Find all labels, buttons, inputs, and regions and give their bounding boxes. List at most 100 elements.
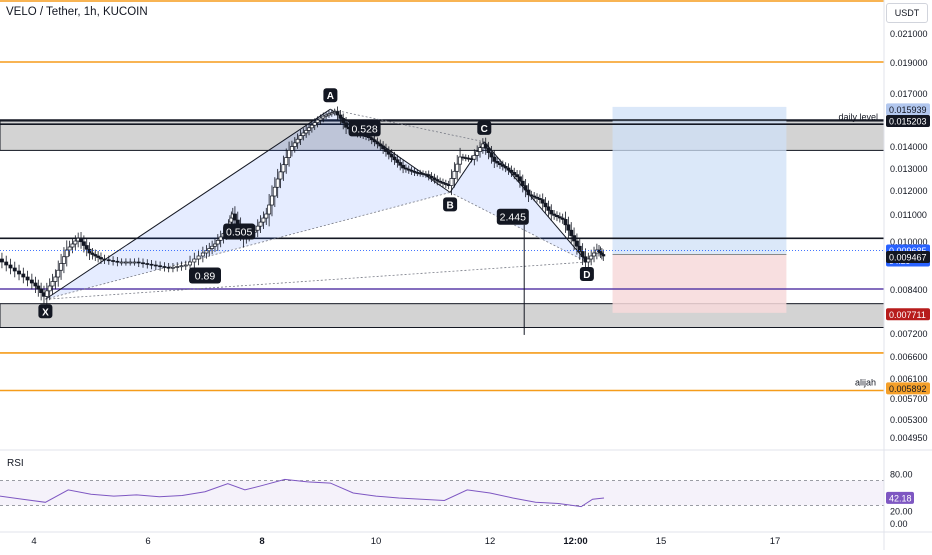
- candle-body: [29, 279, 34, 284]
- price-axis-tick: 0.019000: [890, 58, 928, 68]
- candle-body: [318, 117, 323, 121]
- candle-body: [312, 122, 317, 126]
- candle-body: [443, 183, 448, 185]
- rsi-value-label: 42.18: [889, 493, 912, 503]
- price-axis-badge: [886, 114, 930, 127]
- candle-body: [87, 248, 92, 254]
- candle-body: [389, 153, 394, 158]
- candle-body: [586, 258, 591, 263]
- candle-body: [378, 143, 383, 147]
- pattern-point-badge: [477, 120, 492, 135]
- candle-body: [64, 249, 69, 258]
- pattern-bcd-fill: [450, 141, 587, 262]
- pattern-ratio-badge: [223, 223, 256, 240]
- candle-body: [392, 156, 397, 161]
- candle-body: [289, 146, 294, 151]
- candle-body: [529, 194, 534, 197]
- pattern-ratio-line: [449, 192, 588, 263]
- candle-body: [495, 161, 500, 164]
- rsi-axis-tick: 20.00: [890, 507, 913, 517]
- time-axis-tick: 12: [485, 536, 496, 547]
- candle-body: [175, 266, 180, 268]
- candle-body: [102, 258, 107, 261]
- rsi-value-badge: [886, 491, 914, 504]
- price-axis-tick: 0.017000: [890, 89, 928, 99]
- candle-body: [79, 237, 83, 243]
- candle-body: [210, 245, 215, 249]
- position-loss-zone: [612, 254, 787, 313]
- time-axis-tick: 6: [145, 536, 150, 547]
- price-axis-tick: 0.004950: [890, 433, 928, 443]
- pattern-leg-line: [45, 108, 331, 300]
- candle-body: [281, 164, 286, 173]
- candle-body: [309, 124, 314, 129]
- candle-body: [36, 285, 41, 290]
- candle-body: [429, 175, 434, 179]
- candle-body: [119, 261, 124, 264]
- candle-body: [386, 151, 391, 155]
- candle-body: [409, 169, 414, 172]
- candle-body: [398, 162, 403, 166]
- candle-body: [99, 257, 103, 260]
- pattern-ratio-label: 0.528: [351, 123, 377, 135]
- price-axis-badge-label: 0.015939: [889, 105, 927, 115]
- candle-body: [341, 118, 346, 123]
- price-axis-tick: 0.014000: [890, 142, 928, 152]
- time-axis-tick: 17: [770, 536, 781, 547]
- candle-body: [183, 264, 188, 267]
- price-axis-tick: 0.021000: [890, 29, 928, 39]
- candle-body: [509, 169, 514, 173]
- candle-body: [555, 215, 559, 218]
- candle-body: [592, 252, 596, 257]
- candle-body: [489, 152, 494, 158]
- candle-body: [375, 141, 380, 145]
- price-axis-tick: 0.011000: [890, 210, 927, 220]
- time-axis-tick: 8: [259, 536, 264, 547]
- candle-body: [569, 229, 574, 236]
- price-axis-tick: 0.012000: [890, 186, 928, 196]
- candle-body: [369, 137, 374, 141]
- candle-body: [21, 273, 26, 278]
- candle-body: [478, 147, 482, 152]
- candle-body: [207, 248, 212, 252]
- candle-body: [432, 177, 437, 180]
- price-axis-badge: [886, 250, 930, 263]
- candle-body: [81, 241, 86, 246]
- candle-body: [412, 170, 417, 173]
- candle-body: [441, 181, 445, 184]
- candle-body: [395, 159, 400, 163]
- pattern-point-label: A: [327, 91, 334, 102]
- candle-body: [532, 195, 537, 198]
- price-axis-badge-label: 0.009467: [889, 252, 927, 262]
- candle-body: [500, 164, 505, 167]
- candle-body: [329, 112, 334, 115]
- currency-button[interactable]: USDT: [886, 3, 928, 23]
- candle-body: [132, 261, 137, 264]
- candle-body: [298, 135, 303, 140]
- candle-body: [577, 245, 582, 252]
- candles-group: [0, 106, 606, 306]
- candle-body: [589, 255, 594, 260]
- rsi-band: [0, 480, 884, 506]
- candle-body: [149, 263, 154, 266]
- candle-body: [70, 243, 75, 248]
- time-axis-tick: 4: [31, 536, 36, 547]
- candle-body: [552, 213, 557, 216]
- candle-body: [136, 261, 141, 264]
- candle-body: [307, 127, 311, 131]
- candle-body: [0, 258, 4, 263]
- candle-body: [200, 252, 205, 257]
- candle-body: [381, 145, 386, 150]
- candle-body: [546, 206, 551, 211]
- candle-body: [53, 276, 58, 282]
- candle-body: [44, 290, 49, 297]
- candle-body: [458, 156, 463, 165]
- pattern-point-badge: [323, 88, 338, 103]
- price-axis-badge: [886, 103, 930, 116]
- price-axis-badge: [886, 382, 930, 395]
- pattern-leg-line: [483, 141, 588, 263]
- candle-body: [475, 151, 480, 156]
- candle-body: [292, 142, 297, 147]
